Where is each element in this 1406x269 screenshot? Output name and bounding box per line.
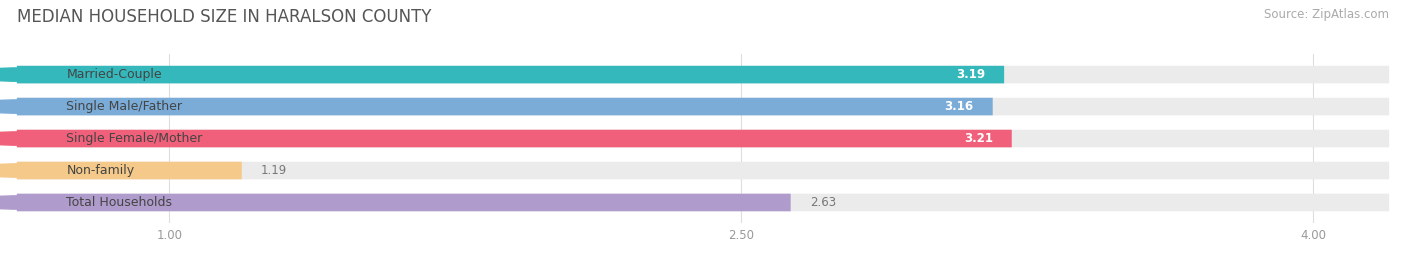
FancyBboxPatch shape <box>17 194 790 211</box>
Circle shape <box>0 132 108 145</box>
Text: Single Female/Mother: Single Female/Mother <box>66 132 202 145</box>
Text: 1.19: 1.19 <box>262 164 287 177</box>
FancyBboxPatch shape <box>0 194 6 211</box>
Text: 2.63: 2.63 <box>810 196 835 209</box>
Text: Single Male/Father: Single Male/Father <box>66 100 183 113</box>
FancyBboxPatch shape <box>0 98 6 115</box>
FancyBboxPatch shape <box>0 66 6 83</box>
FancyBboxPatch shape <box>17 194 1389 211</box>
FancyBboxPatch shape <box>17 162 1389 179</box>
FancyBboxPatch shape <box>17 66 1004 83</box>
Circle shape <box>0 196 108 209</box>
Circle shape <box>0 100 108 113</box>
Text: 3.21: 3.21 <box>963 132 993 145</box>
Circle shape <box>0 68 108 81</box>
Text: Source: ZipAtlas.com: Source: ZipAtlas.com <box>1264 8 1389 21</box>
Text: Married-Couple: Married-Couple <box>66 68 162 81</box>
FancyBboxPatch shape <box>0 130 6 147</box>
FancyBboxPatch shape <box>17 98 993 115</box>
Text: Non-family: Non-family <box>66 164 135 177</box>
FancyBboxPatch shape <box>17 162 242 179</box>
Text: MEDIAN HOUSEHOLD SIZE IN HARALSON COUNTY: MEDIAN HOUSEHOLD SIZE IN HARALSON COUNTY <box>17 8 432 26</box>
FancyBboxPatch shape <box>17 130 1012 147</box>
FancyBboxPatch shape <box>17 66 1389 83</box>
Circle shape <box>0 164 108 177</box>
FancyBboxPatch shape <box>17 98 1389 115</box>
FancyBboxPatch shape <box>0 162 6 179</box>
Text: 3.16: 3.16 <box>945 100 973 113</box>
FancyBboxPatch shape <box>17 130 1389 147</box>
Text: Total Households: Total Households <box>66 196 173 209</box>
Text: 3.19: 3.19 <box>956 68 986 81</box>
